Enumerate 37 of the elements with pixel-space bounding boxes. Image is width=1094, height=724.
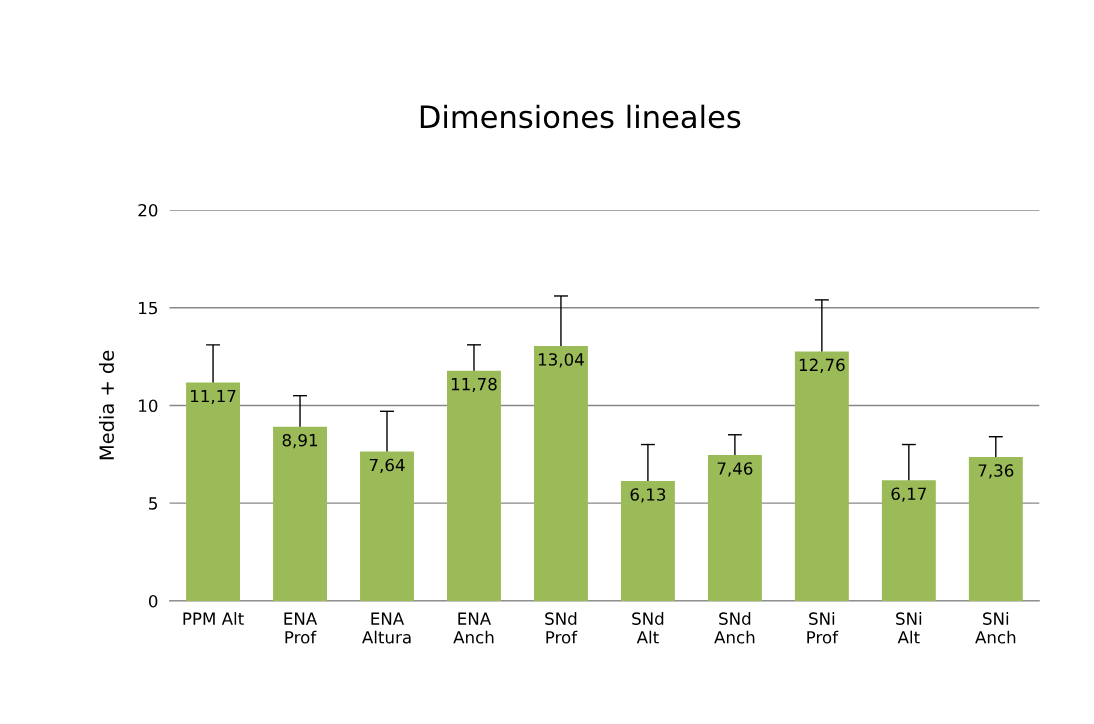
y-tick-label: 15	[139, 301, 157, 315]
y-tick-label: 0	[148, 594, 158, 608]
data-label: 8,91	[282, 433, 318, 449]
data-label: 7,36	[978, 464, 1014, 479]
data-label: 13,04	[538, 353, 584, 368]
data-label: 11,17	[191, 389, 236, 405]
x-tick-label: PPM Alt	[183, 612, 244, 625]
x-tick-label: SNd Prof	[545, 612, 578, 644]
y-tick-label: 20	[138, 203, 158, 217]
bar	[447, 370, 501, 601]
x-tick-label: SNd Alt	[632, 612, 664, 644]
data-label: 6,13	[630, 488, 666, 503]
x-tick-label: SNi Alt	[896, 612, 922, 644]
data-label: 7,64	[369, 458, 405, 474]
bar	[794, 351, 849, 601]
bar	[707, 455, 762, 601]
y-tick-label: 5	[149, 497, 157, 510]
data-label: 6,17	[891, 487, 926, 502]
data-label: 7,46	[717, 462, 753, 477]
bar	[968, 457, 1023, 601]
bar	[620, 481, 675, 601]
bar	[881, 480, 936, 601]
data-label: 11,78	[451, 377, 497, 393]
x-tick-label: SNd Anch	[714, 612, 755, 644]
bar	[273, 426, 327, 601]
x-tick-label: ENA Altura	[362, 612, 411, 644]
data-label: 12,76	[799, 358, 845, 373]
y-axis-title: Media + de	[98, 350, 115, 460]
bar	[186, 382, 241, 601]
x-tick-label: ENA Anch	[453, 612, 494, 644]
x-tick-label: SNi Anch	[975, 612, 1016, 644]
x-tick-label: ENA Prof	[284, 612, 318, 644]
y-tick-label: 10	[139, 399, 158, 413]
x-tick-label: SNi Prof	[807, 612, 839, 644]
bar	[533, 346, 588, 601]
bar	[360, 451, 414, 601]
chart-title: Dimensiones lineales	[420, 104, 741, 129]
